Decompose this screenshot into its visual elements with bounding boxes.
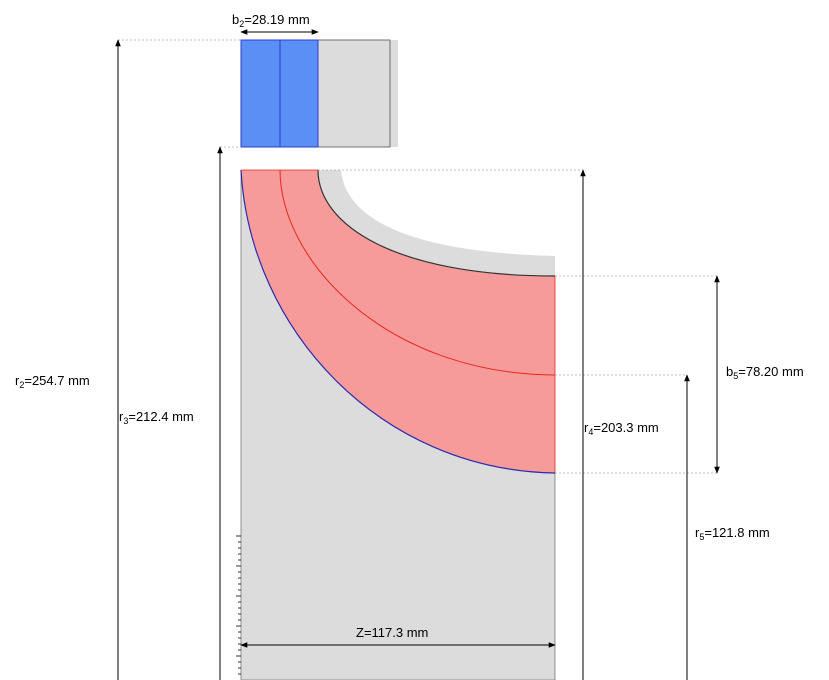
label-r2: r2=254.7 mm xyxy=(15,373,90,390)
shroud-housing xyxy=(318,170,555,276)
label-z: Z=117.3 mm xyxy=(356,625,428,640)
dimension-lines xyxy=(115,29,720,680)
label-r4: r4=203.3 mm xyxy=(584,420,659,437)
label-b2: b2=28.19 mm xyxy=(232,12,310,29)
label-b5: b5=78.20 mm xyxy=(726,364,804,381)
shroud-curve xyxy=(317,169,556,277)
rotor-fill xyxy=(241,170,555,473)
label-r3: r3=212.4 mm xyxy=(119,409,194,426)
hub-curve xyxy=(240,169,556,474)
mid-streamline xyxy=(279,169,556,376)
guide-lines xyxy=(118,39,717,474)
stator-region xyxy=(240,39,398,148)
axis-ticks xyxy=(236,535,241,675)
rotor-passage xyxy=(240,169,556,474)
label-r5: r5=121.8 mm xyxy=(695,525,770,542)
